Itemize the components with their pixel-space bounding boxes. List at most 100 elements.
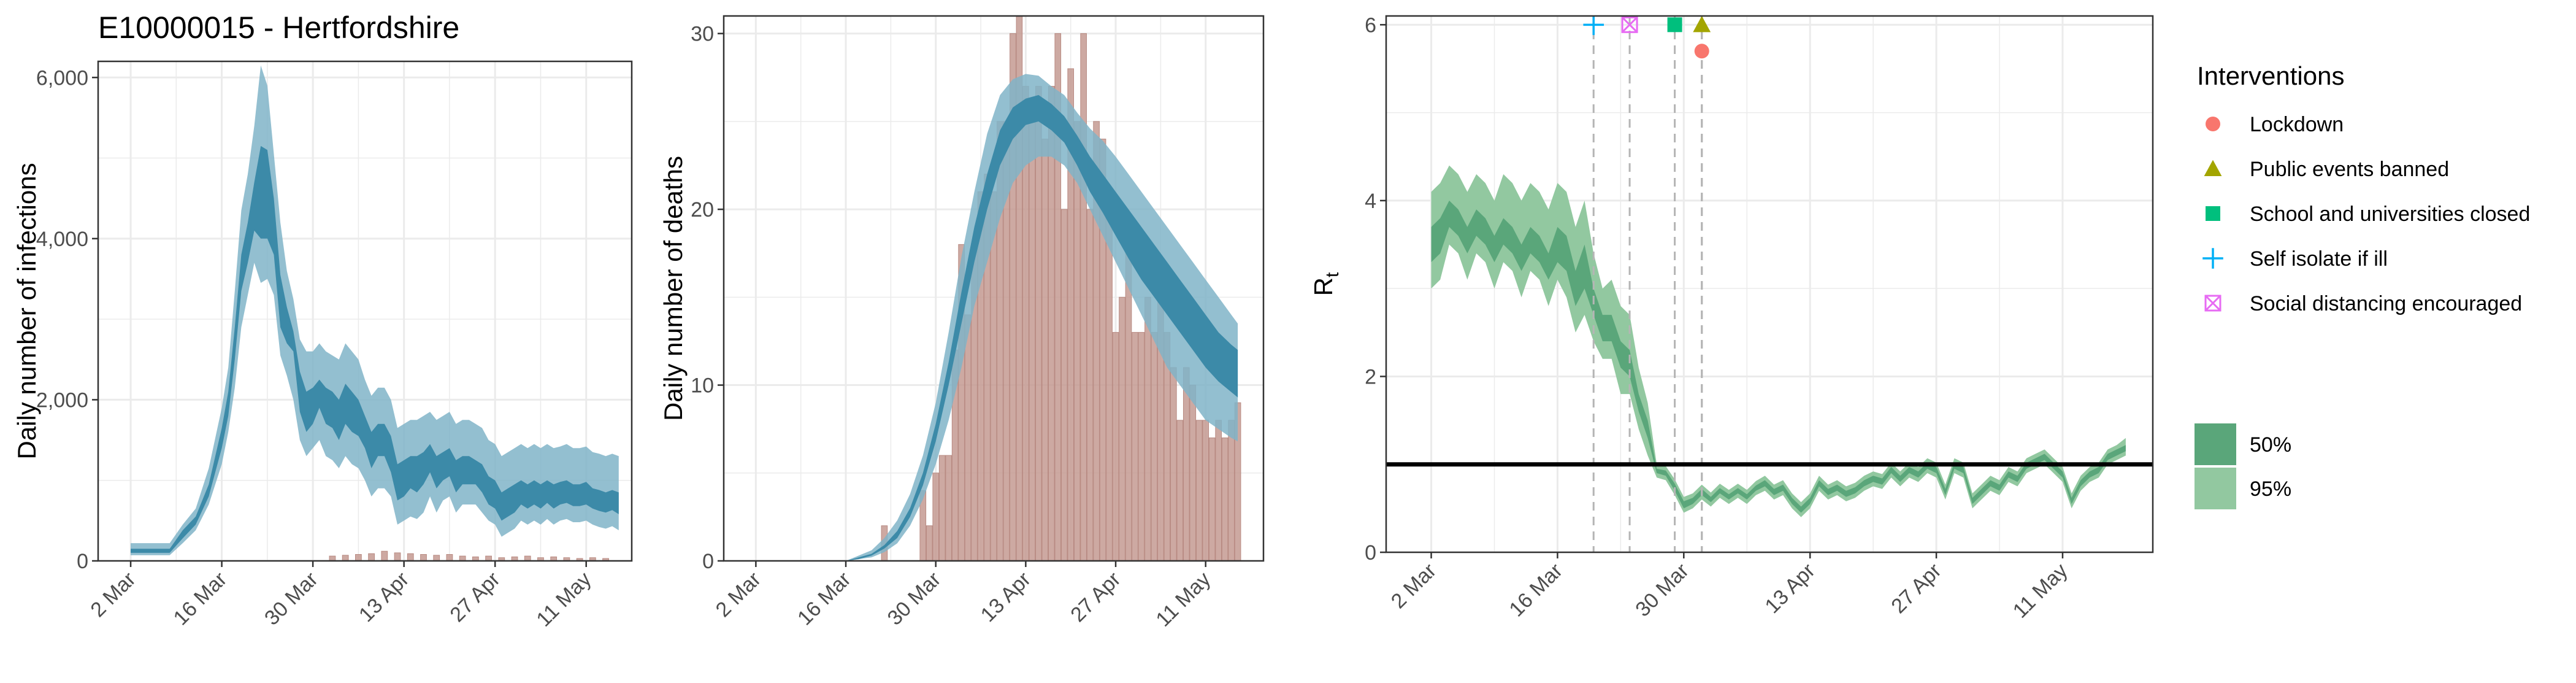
legend-item-label: Public events banned	[2250, 158, 2449, 181]
data-bar	[1093, 121, 1100, 561]
data-bar	[1208, 437, 1216, 561]
data-bar	[945, 455, 952, 561]
legend-key-marker	[2206, 206, 2220, 221]
x-tick-label: 13 Apr	[355, 568, 413, 627]
legend-key-marker	[2204, 295, 2221, 312]
y-tick-label: 10	[691, 374, 714, 398]
y-tick-label: 6	[1365, 14, 1376, 37]
data-bar	[1060, 209, 1068, 561]
intervention-marker	[1621, 17, 1638, 33]
data-bar	[1221, 437, 1229, 561]
data-bar	[407, 553, 414, 561]
x-tick-label: 16 Mar	[1505, 559, 1567, 622]
x-tick-label: 30 Mar	[260, 568, 323, 630]
data-bar	[938, 455, 946, 561]
data-bar	[1048, 86, 1055, 561]
plots-layer: 0 2,000 4,000 6,000 2 Mar 16 Mar 30 Mar 13 Apr 2…	[12, 14, 2530, 631]
plot-area	[98, 61, 632, 561]
data-bar	[1086, 209, 1094, 561]
x-tick-label: 2 Mar	[1387, 559, 1441, 613]
data-bar	[1029, 103, 1036, 561]
data-bar	[563, 557, 570, 561]
y-tick-label: 2	[1365, 365, 1376, 388]
data-bar	[1112, 332, 1119, 561]
ci95-band	[1431, 165, 2126, 517]
data-bar	[472, 556, 479, 561]
panel-background	[1386, 16, 2153, 552]
intervention-marker	[1583, 16, 1604, 36]
legend-item-label: Social distancing encouraged	[2250, 292, 2522, 315]
data-bar	[958, 244, 965, 561]
data-bar	[355, 554, 362, 561]
legend-key-marker	[2204, 160, 2222, 176]
x-tick-label: 27 Apr	[1066, 568, 1125, 627]
chart-panel-rt: 0 2 4 6 2 Mar 16 Mar 30 Mar 13 Apr 27 Apr 11 May R…	[1309, 14, 2154, 623]
y-tick-label: 2,000	[36, 388, 88, 412]
data-bar	[1080, 33, 1087, 561]
y-tick-label: 0	[1365, 541, 1376, 565]
data-bar	[926, 525, 933, 561]
legend-ci-swatch	[2195, 468, 2236, 509]
data-bar	[1195, 420, 1203, 561]
data-bar	[394, 552, 401, 561]
x-tick-label: 30 Mar	[1631, 559, 1693, 622]
legend: Interventions Lockdown Public events banne…	[2195, 61, 2530, 509]
data-bar	[1176, 420, 1184, 561]
x-tick-label: 16 Mar	[169, 568, 232, 630]
x-tick-label: 13 Apr	[1760, 559, 1819, 618]
x-tick-label: 13 Apr	[976, 568, 1035, 627]
data-bar	[498, 557, 505, 561]
ci95-band	[131, 65, 619, 555]
y-axis-label: Daily number of deaths	[659, 156, 688, 421]
legend-ci-item: 95%	[2195, 468, 2291, 509]
legend-item: Public events banned	[2204, 158, 2449, 181]
x-tick-label: 11 May	[532, 568, 596, 631]
x-tick-label: 2 Mar	[711, 568, 765, 622]
data-bar	[1010, 33, 1016, 561]
panel-border	[723, 15, 1265, 562]
data-bar	[1073, 121, 1081, 561]
data-bar	[1099, 139, 1106, 561]
panel-border	[97, 60, 633, 562]
intervention-marker	[1621, 16, 1638, 33]
ci50-band	[756, 95, 1238, 561]
legend-item: Social distancing encouraged	[2204, 292, 2522, 315]
data-bar	[511, 556, 518, 561]
data-bar	[1119, 296, 1125, 561]
ci50-band	[1431, 200, 2126, 513]
y-tick-label: 4	[1365, 190, 1376, 213]
y-axis-label: Daily number of infections	[12, 163, 41, 459]
legend-title: Interventions	[2197, 61, 2344, 90]
data-bar	[446, 554, 453, 561]
x-tick-label: 11 May	[1151, 568, 1215, 631]
data-bar	[932, 473, 940, 561]
data-bar	[433, 555, 440, 561]
data-bar	[1132, 332, 1138, 561]
intervention-marker	[1693, 16, 1711, 33]
data-bar	[1189, 385, 1197, 561]
legend-key-marker	[2204, 295, 2221, 312]
x-tick-label: 16 Mar	[793, 568, 856, 630]
data-bar	[1228, 420, 1235, 561]
chart-panel-infections: 0 2,000 4,000 6,000 2 Mar 16 Mar 30 Mar 13 Apr 2…	[12, 60, 633, 631]
legend-item-label: School and universities closed	[2250, 203, 2530, 226]
data-bar	[1215, 420, 1222, 561]
legend-item: School and universities closed	[2206, 203, 2530, 226]
legend-ci-label: 50%	[2250, 433, 2291, 457]
data-bar	[537, 557, 544, 561]
plot-area	[1386, 16, 2153, 552]
data-bar	[1138, 332, 1145, 561]
data-bar	[368, 553, 375, 561]
intervention-marker	[1667, 17, 1682, 33]
legend-ci-swatch	[2195, 423, 2236, 465]
y-tick-label: 0	[77, 550, 88, 573]
plot-area	[724, 16, 1263, 561]
data-bar	[589, 557, 596, 561]
intervention-marker	[1694, 44, 1709, 59]
y-axis-label-subscript: t	[1322, 272, 1343, 277]
page-title: E10000015 - Hertfordshire	[98, 10, 459, 45]
y-tick-label: 20	[691, 198, 714, 222]
legend-key-marker	[2206, 117, 2220, 131]
data-bar	[1041, 139, 1049, 561]
